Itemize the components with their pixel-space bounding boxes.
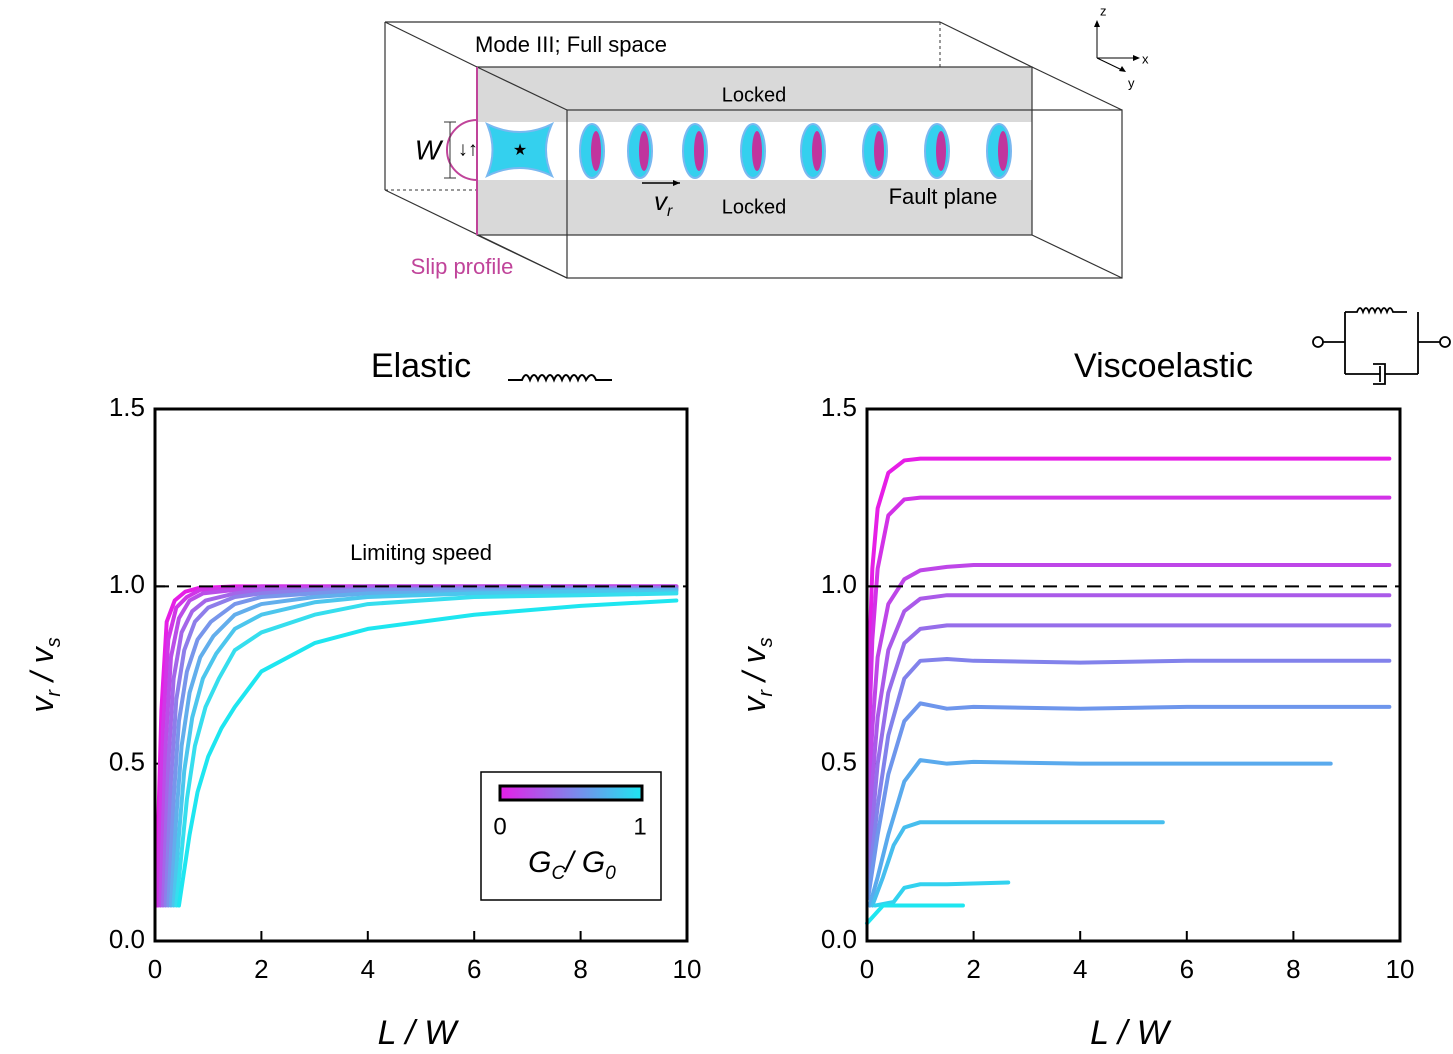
spring-icon xyxy=(508,374,612,383)
y-label-part: / v xyxy=(736,645,772,690)
svg-text:↓↑: ↓↑ xyxy=(458,138,478,160)
plot-frame xyxy=(153,407,689,943)
x-axis-label: L / W xyxy=(1090,1014,1172,1052)
series-line xyxy=(866,593,1392,855)
kelvin-icon xyxy=(1312,307,1451,385)
series-line xyxy=(174,591,679,908)
y-tick-label: 1.0 xyxy=(109,569,145,599)
locked-label: Locked xyxy=(722,84,787,106)
x-tick-label: 2 xyxy=(254,954,268,984)
series-line xyxy=(867,758,1333,908)
x-tick-label: 6 xyxy=(467,954,481,984)
svg-text:★: ★ xyxy=(513,142,527,159)
y-label-part: r xyxy=(755,689,777,697)
x-tick-label: 6 xyxy=(1180,954,1194,984)
x-tick-label: 4 xyxy=(361,954,375,984)
series-line xyxy=(866,456,1392,695)
x-tick-label: 0 xyxy=(860,954,874,984)
y-label-part: / v xyxy=(24,645,60,690)
y-axis-label: vr / vs xyxy=(24,637,65,712)
diagram: ★ ↓↑ Mode III; Full space Locked Locked … xyxy=(384,3,1149,279)
y-tick-label: 1.0 xyxy=(821,569,857,599)
chart-title: Viscoelastic xyxy=(1074,347,1253,385)
series-line xyxy=(866,701,1392,901)
locked-label: Locked xyxy=(722,196,787,218)
axis-label: z xyxy=(1100,3,1107,18)
annotation: Limiting speed xyxy=(350,540,492,565)
series-line xyxy=(866,563,1392,819)
y-tick-label: 1.5 xyxy=(821,392,857,422)
y-label-part: s xyxy=(43,637,65,647)
y-tick-label: 1.5 xyxy=(109,392,145,422)
series-line xyxy=(866,495,1392,766)
series-line xyxy=(866,657,1392,894)
x-tick-label: 10 xyxy=(1386,954,1415,984)
y-label-part: r xyxy=(43,689,65,697)
plot-frame xyxy=(865,407,1402,943)
axis-label: y xyxy=(1128,75,1135,90)
axis-label: x xyxy=(1142,51,1149,66)
series-line xyxy=(873,880,1011,908)
y-label-part: v xyxy=(736,695,772,713)
y-label-part: s xyxy=(755,637,777,647)
x-axis-label: L / W xyxy=(378,1014,460,1052)
colorbar xyxy=(498,784,644,802)
vr-label: vr xyxy=(654,186,673,220)
colorbar-tick-label: 0 xyxy=(493,813,506,840)
vr-sub: r xyxy=(667,203,673,220)
series-line xyxy=(171,589,679,908)
fault-plane-label: Fault plane xyxy=(889,184,998,209)
x-tick-label: 8 xyxy=(1286,954,1300,984)
x-tick-label: 2 xyxy=(966,954,980,984)
y-label-part: v xyxy=(24,695,60,713)
y-tick-label: 0.0 xyxy=(109,924,145,954)
colorbar-label-part: C xyxy=(552,863,566,884)
mode-label: Mode III; Full space xyxy=(475,32,667,57)
y-tick-label: 0.5 xyxy=(109,747,145,777)
colorbar-label-part: 0 xyxy=(605,863,616,884)
vr-main: v xyxy=(654,186,669,216)
y-tick-label: 0.5 xyxy=(821,747,857,777)
x-tick-label: 4 xyxy=(1073,954,1087,984)
slip-profile-label: Slip profile xyxy=(411,254,514,279)
x-tick-label: 0 xyxy=(148,954,162,984)
y-tick-label: 0.0 xyxy=(821,924,857,954)
colorbar-label: GC/ G0 xyxy=(528,846,616,884)
chart: Viscoelastic 0.0 0.5 1.0 1.5 0 2 4 6 8 10 vr / vs L … xyxy=(736,347,1414,1052)
colorbar-label-part: / G xyxy=(563,846,605,879)
series-line xyxy=(176,598,679,908)
colorbar-tick-label: 1 xyxy=(633,813,646,840)
chart-title: Elastic xyxy=(371,347,471,385)
colorbar-label-part: G xyxy=(528,846,551,879)
width-label: W xyxy=(415,134,444,165)
series-line xyxy=(865,903,965,926)
x-tick-label: 10 xyxy=(673,954,702,984)
series-line xyxy=(866,623,1392,880)
series-line xyxy=(870,820,1165,908)
x-tick-label: 8 xyxy=(573,954,587,984)
y-axis-label: vr / vs xyxy=(736,637,777,712)
